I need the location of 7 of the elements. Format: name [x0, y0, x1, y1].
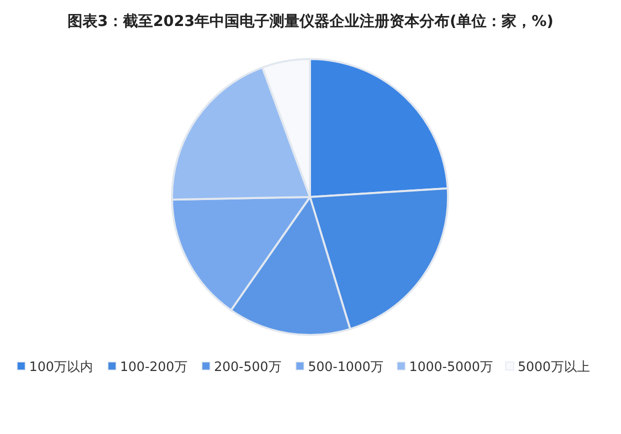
legend-label: 100-200万: [120, 360, 188, 375]
legend-label: 200-500万: [214, 360, 282, 375]
chart-title: 图表3：截至2023年中国电子测量仪器企业注册资本分布(单位：家，%): [68, 12, 554, 30]
legend-label: 100万以内: [29, 360, 94, 375]
legend-label: 5000万以上: [518, 360, 590, 375]
legend-label: 1000-5000万: [409, 360, 494, 375]
legend-label: 500-1000万: [308, 360, 384, 375]
